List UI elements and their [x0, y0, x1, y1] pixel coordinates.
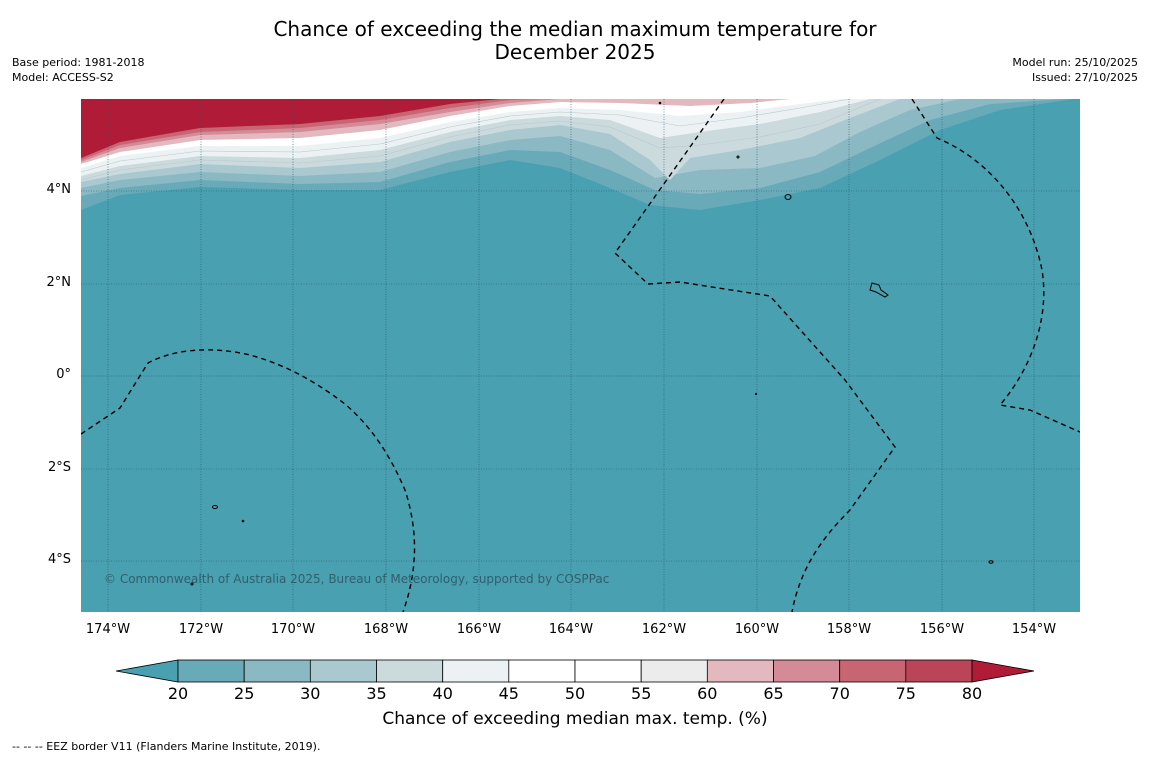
colorbar-tick-35: 35	[366, 684, 387, 703]
colorbar	[115, 659, 1035, 683]
copyright-notice: © Commonwealth of Australia 2025, Bureau…	[104, 572, 610, 586]
colorbar-bin-35-40	[376, 659, 444, 683]
colorbar-tick-80: 80	[961, 684, 983, 703]
model-run: Model run: 25/10/2025	[1012, 56, 1138, 69]
title-line-1: Chance of exceeding the median maximum t…	[273, 17, 877, 41]
colorbar-tick-55: 55	[631, 684, 652, 703]
map-title: Chance of exceeding the median maximum t…	[0, 18, 1150, 64]
colorbar-bin-45-50	[508, 659, 576, 683]
colorbar-bin-40-45	[442, 659, 510, 683]
lat-label-2s: 2°S	[47, 460, 71, 475]
colorbar-tick-75: 75	[895, 684, 916, 703]
lon-label-174w: 174°W	[85, 622, 131, 637]
colorbar-tick-40: 40	[432, 684, 453, 703]
colorbar-bin-75-80	[905, 659, 973, 683]
lon-label-166w: 166°W	[456, 622, 502, 637]
eez-legend-note: -- -- -- EEZ border V11 (Flanders Marine…	[12, 740, 321, 753]
colorbar-bin-25-30	[243, 659, 311, 683]
colorbar-bin-60-65	[706, 659, 774, 683]
lon-label-154w: 154°W	[1011, 622, 1057, 637]
lat-label-0: 0°	[56, 367, 71, 382]
colorbar-tick-50: 50	[564, 684, 586, 703]
base-period: Base period: 1981-2018	[12, 56, 145, 69]
map-plot-area	[81, 99, 1080, 612]
lat-label-2n: 2°N	[46, 275, 72, 290]
colorbar-tick-25: 25	[234, 684, 255, 703]
lon-label-160w: 160°W	[734, 622, 780, 637]
run-info: Model run: 25/10/2025 Issued: 27/10/2025	[1012, 55, 1138, 85]
colorbar-tick-70: 70	[829, 684, 850, 703]
colorbar-tick-65: 65	[763, 684, 784, 703]
issued-date: Issued: 27/10/2025	[1031, 71, 1138, 84]
colorbar-bin-30-35	[309, 659, 377, 683]
graticule	[81, 99, 1080, 612]
colorbar-bin-55-60	[640, 659, 708, 683]
colorbar-bin-20-25	[177, 659, 245, 683]
contour-band-80	[81, 99, 500, 158]
contour-lines	[81, 99, 881, 181]
title-line-2: December 2025	[494, 40, 656, 64]
lon-label-156w: 156°W	[919, 622, 965, 637]
eez-borders	[81, 99, 1080, 612]
colorbar-bin-65-70	[773, 659, 841, 683]
colorbar-tick-20: 20	[167, 684, 189, 703]
lat-label-4s: 4°S	[47, 552, 71, 567]
lon-label-164w: 164°W	[548, 622, 594, 637]
islands	[190, 101, 994, 586]
colorbar-tick-30: 30	[300, 684, 321, 703]
colorbar-high-extend	[971, 659, 1035, 683]
lat-label-4n: 4°N	[46, 182, 72, 197]
base-info: Base period: 1981-2018 Model: ACCESS-S2	[12, 55, 144, 85]
lon-label-172w: 172°W	[178, 622, 224, 637]
colorbar-bin-50-55	[574, 659, 642, 683]
lon-label-170w: 170°W	[270, 622, 316, 637]
colorbar-tick-60: 60	[697, 684, 718, 703]
colorbar-low-extend	[115, 659, 179, 683]
colorbar-tick-45: 45	[498, 684, 519, 703]
lon-label-158w: 158°W	[826, 622, 872, 637]
model-name: Model: ACCESS-S2	[12, 71, 114, 84]
colorbar-bin-70-75	[839, 659, 907, 683]
lon-label-162w: 162°W	[641, 622, 687, 637]
lon-label-168w: 168°W	[363, 622, 409, 637]
colorbar-label: Chance of exceeding median max. temp. (%…	[382, 709, 768, 729]
